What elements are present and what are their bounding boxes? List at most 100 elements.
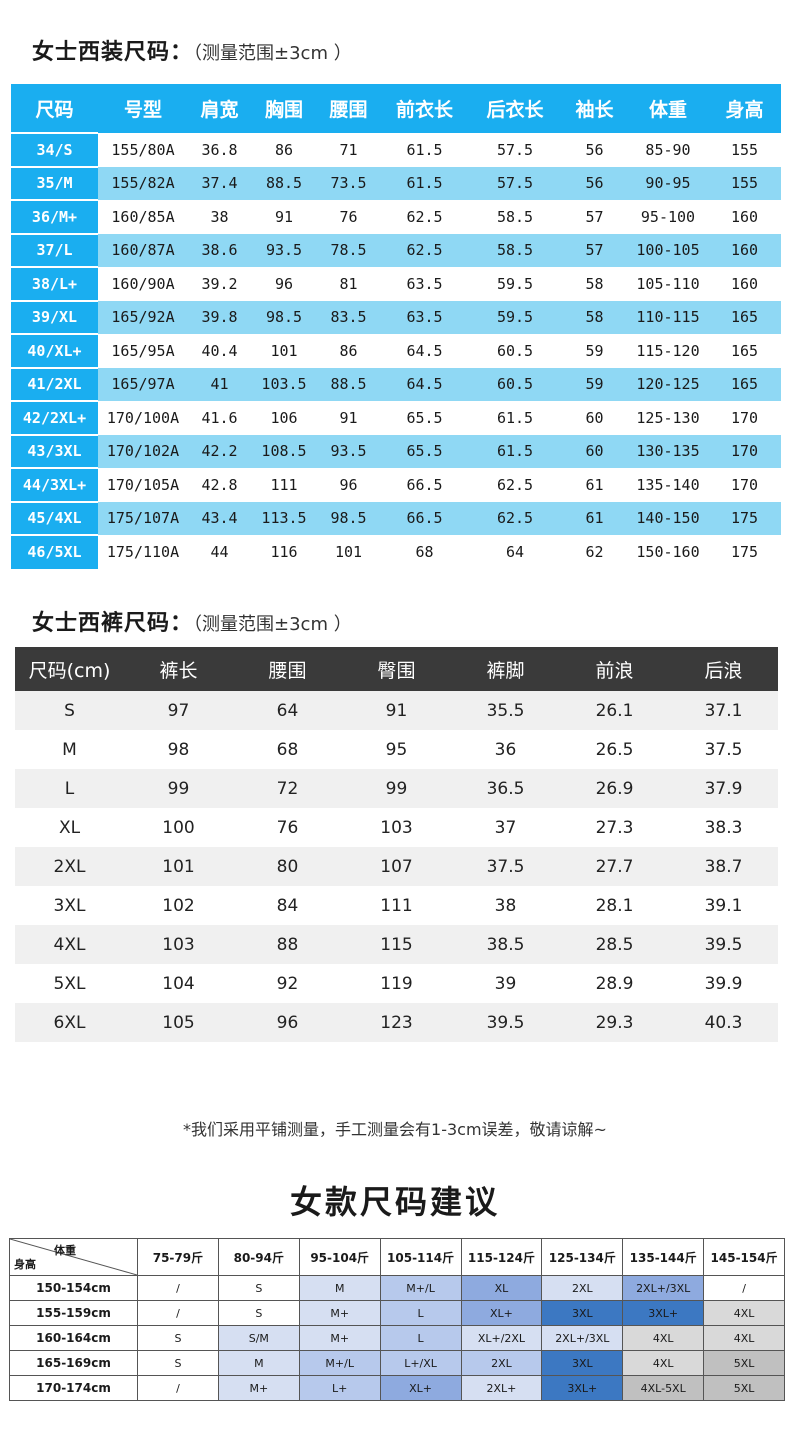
pants-value-cell: 38.5: [451, 925, 560, 964]
pants-value-cell: 100: [124, 808, 233, 847]
jacket-value-cell: 160/85A: [98, 200, 188, 234]
pants-size-cell: S: [15, 691, 124, 730]
jacket-value-cell: 120-125: [628, 367, 708, 401]
recommended-size-cell: /: [137, 1300, 219, 1326]
jacket-value-cell: 125-130: [628, 401, 708, 435]
jacket-value-cell: 61.5: [469, 434, 561, 468]
pants-table-row: 4XL 103 88 115 38.5 28.5 39.5: [15, 925, 778, 964]
jacket-value-cell: 62.5: [380, 233, 469, 267]
jacket-value-cell: 160: [708, 267, 781, 301]
jacket-value-cell: 111: [251, 468, 317, 502]
pants-value-cell: 84: [233, 886, 342, 925]
pants-size-cell: 6XL: [15, 1003, 124, 1042]
pants-table-row: 5XL 104 92 119 39 28.9 39.9: [15, 964, 778, 1003]
recommended-size-cell: S: [137, 1350, 219, 1376]
recommended-size-cell: 2XL: [460, 1350, 543, 1376]
jacket-value-cell: 58.5: [469, 200, 561, 234]
recommendation-row: 155-159cm / S M+ L XL+ 3XL 3XL+ 4XL: [9, 1300, 785, 1326]
jacket-value-cell: 63.5: [380, 267, 469, 301]
pants-value-cell: 37.5: [451, 847, 560, 886]
recommended-size-cell: XL+/2XL: [460, 1325, 543, 1351]
jacket-value-cell: 165: [708, 367, 781, 401]
jacket-value-cell: 56: [561, 133, 628, 167]
jacket-size-cell: 40/XL+: [11, 333, 98, 368]
jacket-header-cell: 尺码: [11, 84, 98, 133]
jacket-value-cell: 38.6: [188, 233, 251, 267]
recommended-size-cell: S: [137, 1325, 219, 1351]
pants-value-cell: 80: [233, 847, 342, 886]
pants-value-cell: 92: [233, 964, 342, 1003]
pants-value-cell: 38.3: [669, 808, 778, 847]
pants-value-cell: 39.9: [669, 964, 778, 1003]
corner-height-label: 身高: [14, 1258, 36, 1271]
jacket-size-cell: 45/4XL: [11, 500, 98, 535]
weight-range-header: 145-154斤: [703, 1238, 785, 1276]
jacket-table-row: 43/3XL 170/102A 42.2 108.5 93.5 65.5 61.5 60 130…: [11, 433, 781, 468]
jacket-value-cell: 57: [561, 233, 628, 267]
jacket-value-cell: 170/105A: [98, 468, 188, 502]
jacket-value-cell: 60: [561, 401, 628, 435]
recommended-size-cell: M+/L: [298, 1350, 381, 1376]
pants-value-cell: 64: [233, 691, 342, 730]
pants-value-cell: 36: [451, 730, 560, 769]
jacket-value-cell: 61: [561, 501, 628, 535]
jacket-value-cell: 160/87A: [98, 233, 188, 267]
pants-value-cell: 96: [233, 1003, 342, 1042]
jacket-value-cell: 101: [317, 535, 380, 569]
jacket-value-cell: 41.6: [188, 401, 251, 435]
jacket-header-cell: 体重: [628, 84, 708, 133]
pants-value-cell: 37.9: [669, 769, 778, 808]
pants-value-cell: 27.7: [560, 847, 669, 886]
recommended-size-cell: 4XL-5XL: [622, 1375, 705, 1401]
recommended-size-cell: /: [137, 1275, 219, 1301]
pants-table-row: 2XL 101 80 107 37.5 27.7 38.7: [15, 847, 778, 886]
jacket-value-cell: 175: [708, 535, 781, 569]
jacket-value-cell: 58: [561, 267, 628, 301]
jacket-value-cell: 68: [380, 535, 469, 569]
recommended-size-cell: XL+: [460, 1300, 543, 1326]
pants-value-cell: 119: [342, 964, 451, 1003]
recommended-size-cell: 2XL+/3XL: [541, 1325, 624, 1351]
jacket-header-row: 尺码 号型 肩宽 胸围 腰围 前衣长 后衣长 袖长 体重 身高: [11, 84, 781, 133]
jacket-value-cell: 57.5: [469, 166, 561, 200]
jacket-value-cell: 61: [561, 468, 628, 502]
jacket-value-cell: 64: [469, 535, 561, 569]
jacket-value-cell: 86: [317, 334, 380, 368]
pants-title-note: （测量范围±3cm ）: [193, 614, 352, 635]
jacket-value-cell: 165/97A: [98, 367, 188, 401]
jacket-value-cell: 36.8: [188, 133, 251, 167]
jacket-value-cell: 96: [251, 267, 317, 301]
jacket-value-cell: 81: [317, 267, 380, 301]
jacket-value-cell: 88.5: [317, 367, 380, 401]
jacket-value-cell: 59.5: [469, 300, 561, 334]
diagonal-line: [10, 1239, 137, 1275]
jacket-value-cell: 85-90: [628, 133, 708, 167]
weight-range-header: 95-104斤: [298, 1238, 381, 1276]
pants-table-row: XL 100 76 103 37 27.3 38.3: [15, 808, 778, 847]
jacket-value-cell: 42.2: [188, 434, 251, 468]
jacket-value-cell: 66.5: [380, 501, 469, 535]
jacket-value-cell: 44: [188, 535, 251, 569]
jacket-value-cell: 140-150: [628, 501, 708, 535]
jacket-size-cell: 42/2XL+: [11, 400, 98, 435]
pants-size-cell: 2XL: [15, 847, 124, 886]
jacket-value-cell: 103.5: [251, 367, 317, 401]
jacket-value-cell: 165/95A: [98, 334, 188, 368]
jacket-value-cell: 88.5: [251, 166, 317, 200]
jacket-value-cell: 78.5: [317, 233, 380, 267]
pants-value-cell: 26.1: [560, 691, 669, 730]
jacket-value-cell: 150-160: [628, 535, 708, 569]
recommended-size-cell: M+: [298, 1300, 381, 1326]
recommended-size-cell: 5XL: [703, 1350, 785, 1376]
pants-value-cell: 98: [124, 730, 233, 769]
pants-table-row: L 99 72 99 36.5 26.9 37.9: [15, 769, 778, 808]
pants-header-cell: 裤脚: [451, 647, 560, 691]
height-range-cell: 170-174cm: [9, 1375, 138, 1401]
pants-value-cell: 39.5: [669, 925, 778, 964]
pants-size-table: 尺码(cm) 裤长 腰围 臀围 裤脚 前浪 后浪 S 97 64 91 35.5 26.1 37.1 M 9…: [15, 647, 778, 1042]
pants-size-cell: XL: [15, 808, 124, 847]
jacket-value-cell: 98.5: [251, 300, 317, 334]
pants-value-cell: 39.1: [669, 886, 778, 925]
recommended-size-cell: L: [379, 1325, 462, 1351]
jacket-value-cell: 56: [561, 166, 628, 200]
